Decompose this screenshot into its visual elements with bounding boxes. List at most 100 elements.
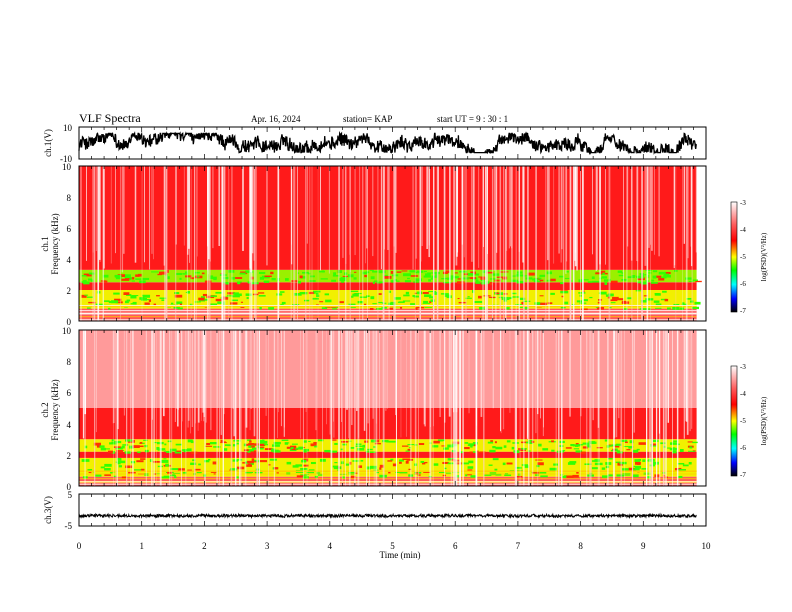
spectrogram-speckle <box>376 281 381 284</box>
spectrogram-speckle <box>378 293 382 295</box>
spectrogram-speckle <box>592 460 600 462</box>
spectrogram-speckle <box>212 461 217 465</box>
spectrogram-speckle <box>517 275 524 277</box>
spectrogram-speckle <box>319 458 326 462</box>
spectrogram-speckle <box>539 302 547 306</box>
spectrogram-speckle <box>234 293 242 297</box>
spectrogram-speckle <box>410 275 419 277</box>
spectrogram-speckle <box>252 459 260 463</box>
spectrogram-speckle <box>115 276 122 280</box>
spectrogram-speckle <box>163 450 166 452</box>
spectrogram-speckle <box>560 282 564 285</box>
spectrogram-speckle <box>607 458 613 460</box>
spectrogram-speckle <box>598 292 607 294</box>
spectrogram-speckle <box>131 295 139 297</box>
spectrogram-speckle <box>304 299 310 302</box>
spectrogram-speckle <box>258 292 265 294</box>
spectrogram-speckle <box>573 448 580 450</box>
spectrogram-speckle <box>280 291 285 293</box>
spectrogram-speckle <box>576 471 579 474</box>
figure-title: VLF Spectra <box>79 111 141 125</box>
spectrogram-speckle <box>415 278 423 282</box>
spectrogram-speckle <box>687 441 693 443</box>
spectrogram-speckle <box>314 445 318 448</box>
spectrogram-speckle <box>171 302 174 305</box>
spectrogram-speckle <box>629 440 634 444</box>
spectrogram-speckle <box>613 448 618 451</box>
spectrogram-speckle <box>652 275 657 279</box>
spectrogram-speckle <box>139 442 143 444</box>
spectrogram-speckle <box>291 443 298 445</box>
spectrogram-speckle <box>623 446 632 448</box>
spectrogram-speckle <box>443 270 450 274</box>
spectrogram-speckle <box>666 307 671 310</box>
spectrogram-speckle <box>359 296 368 298</box>
ch1-spectrogram-yticks: 10 8 6 4 2 0 <box>62 162 72 327</box>
spectrogram-speckle <box>259 460 268 463</box>
spectrogram-speckle <box>224 444 231 446</box>
spectrogram-speckle <box>235 277 243 279</box>
spectrogram-speckle <box>401 270 408 272</box>
spectrogram-speckle <box>286 461 292 465</box>
spectrogram-speckle <box>245 464 252 467</box>
spectrogram-speckle <box>81 459 90 462</box>
spectrogram-speckle <box>257 443 266 447</box>
spectrogram-speckle <box>170 474 176 477</box>
spectrogram-speckle <box>403 273 411 277</box>
spectrogram-speckle <box>208 458 211 461</box>
spectrogram-speckle <box>616 451 623 454</box>
spectrogram-speckle <box>366 466 371 470</box>
spectrogram-speckle <box>236 442 239 445</box>
spectrogram-speckle <box>635 290 641 292</box>
spectrogram-speckle <box>243 449 249 452</box>
spectrogram-speckle <box>408 474 414 477</box>
spectrogram-speckle <box>121 445 125 449</box>
spectrogram-speckle <box>200 296 205 299</box>
spectrogram-speckle <box>549 467 557 471</box>
spectrogram-speckle <box>478 295 482 299</box>
ch2-freq-tick-0: 0 <box>67 482 72 492</box>
spectrogram-speckle <box>276 293 283 296</box>
spectrogram-speckle <box>443 281 452 284</box>
spectrogram-speckle <box>600 270 606 274</box>
spectrogram-speckle <box>392 463 397 467</box>
ch3-waveform-panel: 5 -5 ch.3(V) <box>43 490 707 531</box>
spectrogram-speckle <box>280 303 284 305</box>
spectrogram-speckle <box>264 444 269 446</box>
spectrogram-speckle <box>652 270 658 273</box>
ch1-freq-tick-4: 4 <box>67 255 72 265</box>
spectrogram-speckle <box>314 475 319 478</box>
spectrogram-speckle <box>325 299 332 303</box>
spectrogram-speckle <box>187 469 192 471</box>
spectrogram-speckle <box>547 302 553 305</box>
spectrogram-speckle <box>564 301 569 305</box>
spectrogram-speckle <box>569 461 577 464</box>
spectrogram-speckle <box>445 472 452 475</box>
spectrogram-speckle <box>564 277 570 279</box>
ch3-ytick-bottom: -5 <box>65 521 73 531</box>
spectrogram-speckle <box>122 444 129 446</box>
spectrogram-speckle <box>464 446 470 450</box>
spectrogram-speckle <box>503 445 507 448</box>
spectrogram-speckle <box>116 449 123 453</box>
spectrogram-speckle <box>438 471 446 474</box>
spectrogram-speckle <box>339 301 344 304</box>
spectrogram-speckle <box>174 292 180 295</box>
spectrogram-speckle <box>250 282 259 285</box>
spectrogram-speckle <box>295 464 303 467</box>
spectrogram-speckle <box>516 281 524 284</box>
spectrogram-speckle <box>225 282 230 285</box>
spectrogram-speckle <box>300 468 308 470</box>
spectrogram-speckle <box>185 275 192 278</box>
spectrogram-speckle <box>340 448 344 451</box>
spectrogram-speckle <box>374 280 379 282</box>
spectrogram-speckle <box>83 281 90 285</box>
spectrogram-speckle <box>533 280 541 283</box>
spectrogram-speckle <box>134 469 142 471</box>
spectrogram-speckle <box>268 464 271 466</box>
spectrogram-speckle <box>334 442 338 445</box>
spectrogram-speckle <box>616 443 622 446</box>
spectrogram-speckle <box>249 440 252 443</box>
spectrogram-speckle <box>575 443 579 445</box>
spectrogram-speckle <box>384 275 392 279</box>
